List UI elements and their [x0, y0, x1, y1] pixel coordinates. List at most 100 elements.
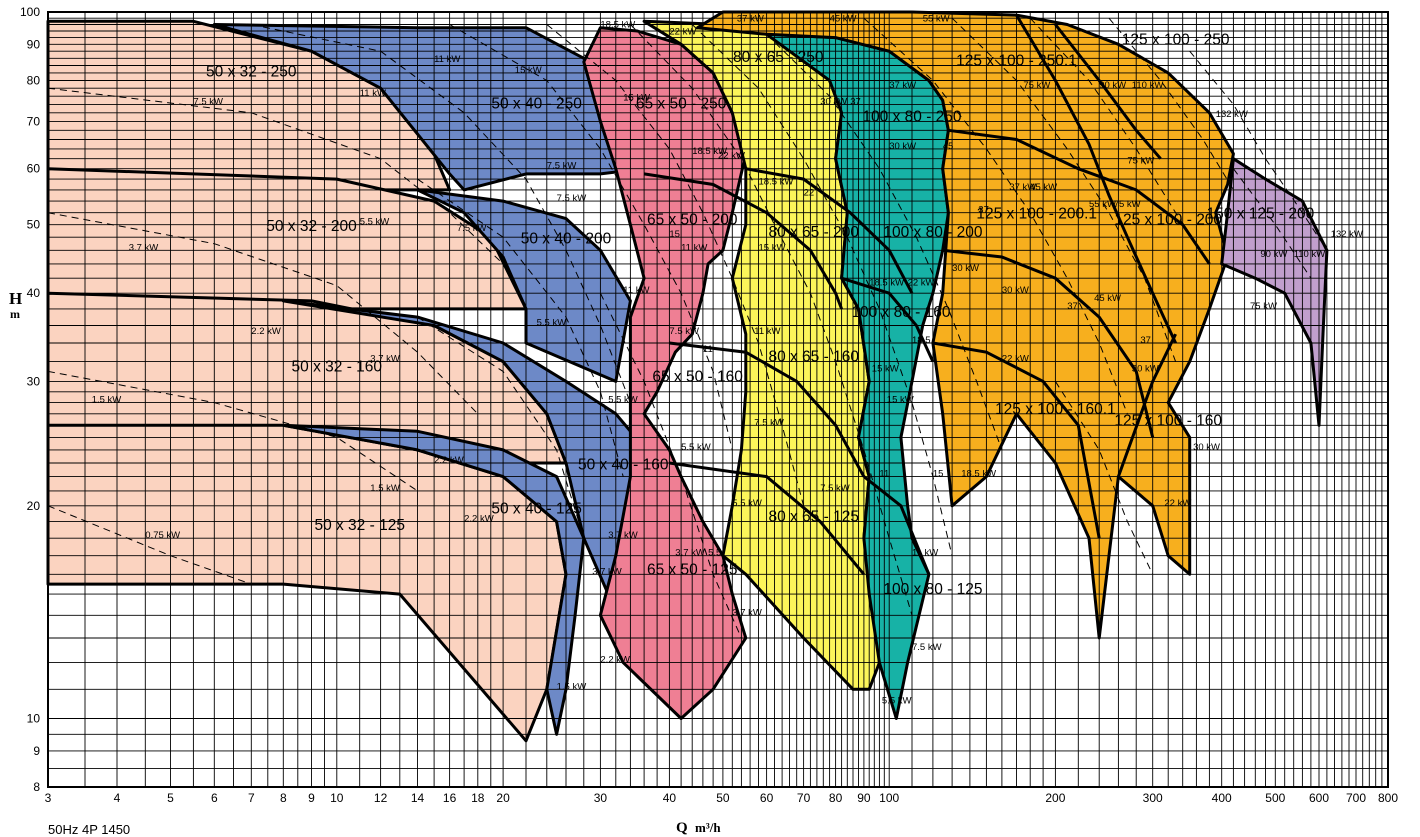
- power-label-79: 30 kW: [1193, 442, 1220, 453]
- power-label-5: 11 kW: [360, 88, 386, 99]
- power-label-9: 2.2 kW: [464, 514, 494, 525]
- pump-model-label-14: 80 x 65 - 160: [768, 349, 859, 366]
- power-label-44: 15 kW: [887, 395, 914, 406]
- pump-model-label-17: 100 x 80 - 200: [883, 224, 982, 241]
- power-curve-6: [417, 316, 585, 539]
- x-tick-label-22: 300: [1143, 791, 1163, 805]
- power-label-54: 22 kW: [908, 278, 935, 289]
- power-label-78: 30 kW: [1132, 363, 1159, 374]
- power-label-60: 18.5 kW: [961, 469, 996, 480]
- power-curve-14: [951, 17, 1177, 362]
- power-label-3: 3.7 kW: [129, 242, 159, 253]
- pump-labels: 50 x 32 - 250 50 x 32 - 200 50 x 32 - 160 5…: [206, 31, 1315, 598]
- power-label-69: 75 kW: [1127, 156, 1154, 167]
- y-tick-label-10: 90: [27, 37, 41, 51]
- pump-model-label-21: 125 x 100 - 250: [1122, 31, 1230, 48]
- pump-model-label-8: 65 x 50 - 250: [636, 96, 727, 113]
- power-label-71: 45 kW: [1030, 182, 1057, 193]
- power-label-31: 11: [703, 344, 713, 355]
- power-curve-19: [1054, 381, 1154, 575]
- power-label-27: 22 kW: [718, 151, 745, 162]
- power-label-29: 15: [669, 229, 680, 240]
- power-label-63: 7.5 kW: [912, 642, 942, 653]
- y-tick-label-7: 60: [27, 162, 41, 176]
- power-label-34: 5.5: [708, 548, 721, 559]
- power-curve-11: [691, 24, 953, 556]
- x-tick-label-16: 60: [760, 791, 774, 805]
- x-tick-label-9: 14: [411, 791, 425, 805]
- y-tick-label-0: 8: [33, 780, 40, 794]
- power-label-36: 18.5 kW: [759, 177, 794, 188]
- x-tick-label-21: 200: [1045, 791, 1065, 805]
- power-curve-18: [1232, 168, 1312, 279]
- grid: [47, 11, 1389, 788]
- pump-model-label-24: 125 x 100 - 160.1: [995, 401, 1116, 418]
- power-label-24: 22 kW: [669, 26, 696, 37]
- power-label-37: 15 kW: [759, 242, 786, 253]
- power-label-0: 0.75 kW: [145, 530, 180, 541]
- power-label-22: 11 kW: [623, 285, 649, 296]
- power-label-50: 37 kW: [889, 80, 916, 91]
- x-tick-label-12: 20: [496, 791, 510, 805]
- power-label-28: 11 kW: [681, 242, 707, 253]
- pump-model-label-16: 100 x 80 - 250: [862, 108, 961, 125]
- power-label-76: 37: [1067, 301, 1078, 312]
- pump-model-label-9: 65 x 50 - 200: [647, 212, 738, 229]
- x-tick-label-3: 6: [211, 791, 218, 805]
- x-tick-label-6: 9: [308, 791, 315, 805]
- x-tick-label-18: 80: [829, 791, 843, 805]
- power-label-12: 11 kW: [434, 54, 460, 65]
- pump-model-label-12: 80 x 65 - 250: [733, 49, 824, 66]
- power-label-4: 7.5 kW: [193, 96, 223, 107]
- pump-model-label-7: 50 x 40 - 125: [491, 501, 581, 518]
- y-ticks: 8 9 10 20 30 40 50 60 70 80 90 100: [20, 5, 40, 794]
- power-label-41: 3.7 kW: [732, 607, 762, 618]
- power-label-32: 5.5 kW: [681, 442, 711, 453]
- power-curve-5: [417, 178, 624, 477]
- y-axis-unit: m: [10, 307, 20, 321]
- y-axis-label: H: [9, 289, 22, 308]
- power-label-82: 110 kW: [1294, 249, 1326, 260]
- power-label-77: 37: [1140, 335, 1151, 346]
- y-tick-label-8: 70: [27, 114, 41, 128]
- power-label-59: 15: [933, 469, 944, 480]
- x-tick-label-11: 18: [471, 791, 485, 805]
- power-label-49: 55 kW: [923, 13, 950, 24]
- x-tick-label-14: 40: [663, 791, 677, 805]
- y-tick-label-4: 30: [27, 374, 41, 388]
- power-label-55: 30 kW: [952, 263, 979, 274]
- power-label-6: 5.5 kW: [360, 217, 390, 228]
- x-tick-label-19: 90: [857, 791, 871, 805]
- power-label-20: 3.7 kW: [608, 530, 638, 541]
- power-label-30: 7.5 kW: [669, 326, 699, 337]
- power-label-57: 18.5: [912, 335, 931, 346]
- power-label-74: 37: [978, 205, 989, 216]
- power-curve-2: [47, 212, 479, 415]
- power-label-17: 5.5 kW: [608, 395, 638, 406]
- x-tick-label-15: 50: [716, 791, 730, 805]
- power-label-35: 22: [804, 187, 815, 198]
- x-tick-label-23: 400: [1212, 791, 1232, 805]
- power-label-40: 5.5 kW: [732, 498, 762, 509]
- power-curves: 0.75 kW 1.5 kW 2.2 kW 3.7 kW 7.5 kW 11 kW 5.5 …: [47, 13, 1363, 707]
- power-curve-15: [1029, 17, 1210, 265]
- power-label-80: 22 kW: [1164, 498, 1191, 509]
- y-tick-label-5: 40: [27, 286, 41, 300]
- power-label-19: 1.5 kW: [557, 681, 587, 692]
- pump-model-label-18: 100 x 80 - 160: [851, 304, 950, 321]
- power-curve-7: [449, 24, 733, 451]
- x-tick-label-27: 800: [1378, 791, 1398, 805]
- power-label-15: 7.5 kW: [547, 161, 577, 172]
- x-tick-label-24: 500: [1265, 791, 1285, 805]
- power-label-75: 45 kW: [1094, 293, 1121, 304]
- pump-model-label-3: 50 x 32 - 125: [314, 517, 404, 534]
- x-tick-label-25: 600: [1309, 791, 1329, 805]
- power-curve-4: [251, 24, 631, 403]
- x-tick-label-7: 10: [330, 791, 344, 805]
- head-curve-10: [1054, 23, 1162, 160]
- power-label-61: 22 kW: [1002, 354, 1029, 365]
- x-tick-label-0: 3: [45, 791, 52, 805]
- power-curve-0: [47, 505, 252, 585]
- power-label-72: 55 kW: [1089, 199, 1116, 210]
- power-curve-8: [546, 24, 805, 506]
